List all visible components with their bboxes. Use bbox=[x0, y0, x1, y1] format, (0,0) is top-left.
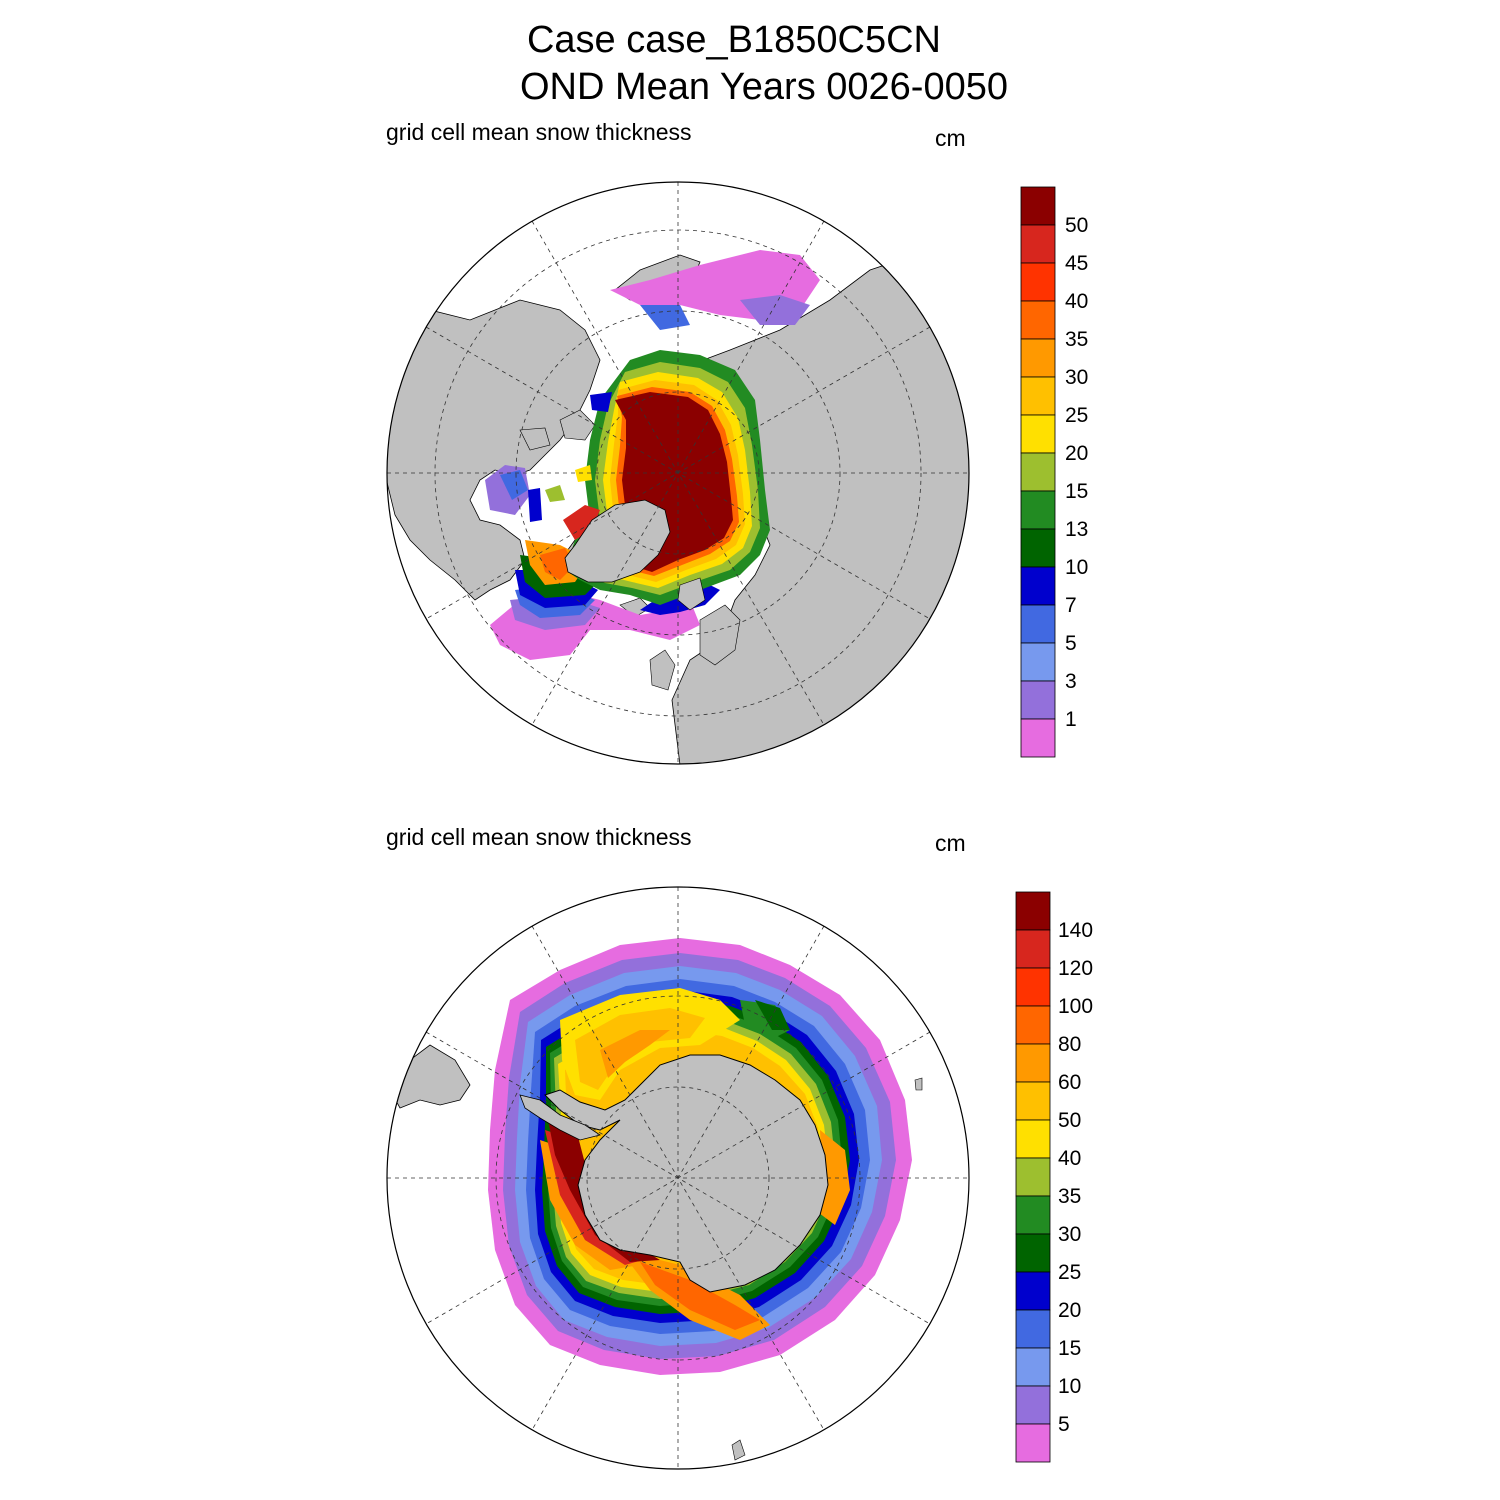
colorbar-box bbox=[1020, 186, 1056, 226]
colorbar-box bbox=[1015, 1423, 1051, 1463]
colorbar-tick-label: 5 bbox=[1065, 632, 1077, 655]
colorbar-box bbox=[1015, 1043, 1051, 1083]
south-subtitle: grid cell mean snow thickness bbox=[386, 824, 692, 850]
north-map-border bbox=[386, 181, 970, 765]
north-colorbar: 50 45 40 35 30 25 20 15 13 10 7 5 3 1 bbox=[1020, 186, 1088, 758]
colorbar-box bbox=[1015, 1119, 1051, 1159]
colorbar-tick-label: 100 bbox=[1058, 995, 1093, 1018]
colorbar-tick-label: 30 bbox=[1058, 1223, 1081, 1246]
colorbar-tick-label: 50 bbox=[1058, 1109, 1081, 1132]
colorbar-tick-label: 60 bbox=[1058, 1071, 1081, 1094]
colorbar-tick-label: 20 bbox=[1058, 1299, 1081, 1322]
colorbar-tick-label: 5 bbox=[1058, 1413, 1070, 1436]
colorbar-tick-label: 45 bbox=[1065, 252, 1088, 275]
colorbar-box bbox=[1020, 224, 1056, 264]
north-polar-map bbox=[387, 182, 969, 764]
colorbar-box bbox=[1020, 376, 1056, 416]
colorbar-box bbox=[1020, 490, 1056, 530]
south-colorbar: 140 120 100 80 60 50 40 35 30 25 20 15 10 5 bbox=[1015, 891, 1093, 1463]
colorbar-box bbox=[1015, 1195, 1051, 1235]
colorbar-tick-label: 35 bbox=[1065, 328, 1088, 351]
colorbar-box bbox=[1020, 566, 1056, 606]
colorbar-tick-label: 13 bbox=[1065, 518, 1088, 541]
colorbar-box bbox=[1020, 338, 1056, 378]
south-units: cm bbox=[935, 830, 966, 856]
colorbar-box bbox=[1020, 642, 1056, 682]
colorbar-tick-label: 25 bbox=[1065, 404, 1088, 427]
colorbar-box bbox=[1020, 262, 1056, 302]
colorbar-tick-label: 30 bbox=[1065, 366, 1088, 389]
colorbar-tick-label: 40 bbox=[1058, 1147, 1081, 1170]
south-polar-map bbox=[387, 887, 969, 1469]
colorbar-box bbox=[1015, 967, 1051, 1007]
colorbar-box bbox=[1020, 452, 1056, 492]
colorbar-tick-label: 80 bbox=[1058, 1033, 1081, 1056]
colorbar-tick-label: 20 bbox=[1065, 442, 1088, 465]
colorbar-box bbox=[1015, 1005, 1051, 1045]
colorbar-box bbox=[1015, 1347, 1051, 1387]
colorbar-box bbox=[1015, 1157, 1051, 1197]
colorbar-tick-label: 140 bbox=[1058, 919, 1093, 942]
colorbar-tick-label: 120 bbox=[1058, 957, 1093, 980]
north-subtitle: grid cell mean snow thickness bbox=[386, 119, 692, 145]
colorbar-box bbox=[1015, 1385, 1051, 1425]
colorbar-box bbox=[1015, 1271, 1051, 1311]
colorbar-tick-label: 15 bbox=[1065, 480, 1088, 503]
colorbar-tick-label: 3 bbox=[1065, 670, 1077, 693]
colorbar-box bbox=[1020, 528, 1056, 568]
colorbar-box bbox=[1020, 414, 1056, 454]
colorbar-box bbox=[1020, 718, 1056, 758]
colorbar-tick-label: 7 bbox=[1065, 594, 1077, 617]
colorbar-tick-label: 10 bbox=[1065, 556, 1088, 579]
colorbar-tick-label: 25 bbox=[1058, 1261, 1081, 1284]
north-units: cm bbox=[935, 125, 966, 151]
colorbar-box bbox=[1015, 1309, 1051, 1349]
south-map-border bbox=[386, 886, 970, 1470]
colorbar-box bbox=[1020, 680, 1056, 720]
colorbar-tick-label: 15 bbox=[1058, 1337, 1081, 1360]
colorbar-box bbox=[1015, 929, 1051, 969]
colorbar-tick-label: 35 bbox=[1058, 1185, 1081, 1208]
colorbar-tick-label: 10 bbox=[1058, 1375, 1081, 1398]
colorbar-tick-label: 50 bbox=[1065, 214, 1088, 237]
figure-title-case: Case case_B1850C5CN bbox=[526, 19, 941, 61]
colorbar-box bbox=[1015, 1233, 1051, 1273]
colorbar-box bbox=[1020, 300, 1056, 340]
colorbar-box bbox=[1015, 1081, 1051, 1121]
colorbar-tick-label: 1 bbox=[1065, 708, 1077, 731]
figure-title-period: OND Mean Years 0026-0050 bbox=[520, 66, 1008, 108]
colorbar-tick-label: 40 bbox=[1065, 290, 1088, 313]
colorbar-box bbox=[1015, 891, 1051, 931]
colorbar-box bbox=[1020, 604, 1056, 644]
